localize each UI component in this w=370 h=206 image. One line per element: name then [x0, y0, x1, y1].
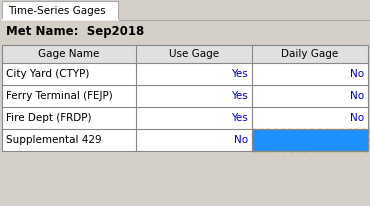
Text: Yes: Yes [231, 69, 248, 79]
Text: Fire Dept (FRDP): Fire Dept (FRDP) [6, 113, 91, 123]
Text: Use Gage: Use Gage [169, 49, 219, 59]
FancyBboxPatch shape [252, 129, 368, 151]
Text: Gage Name: Gage Name [38, 49, 100, 59]
FancyBboxPatch shape [2, 107, 368, 129]
Text: No: No [234, 135, 248, 145]
Text: Supplemental 429: Supplemental 429 [6, 135, 102, 145]
Text: Yes: Yes [231, 91, 248, 101]
Text: No: No [350, 113, 364, 123]
FancyBboxPatch shape [2, 129, 368, 151]
FancyBboxPatch shape [2, 63, 368, 85]
FancyBboxPatch shape [2, 1, 118, 20]
Text: Time-Series Gages: Time-Series Gages [8, 6, 105, 15]
FancyBboxPatch shape [2, 85, 368, 107]
Text: City Yard (CTYP): City Yard (CTYP) [6, 69, 90, 79]
Text: No: No [350, 91, 364, 101]
Text: No: No [350, 69, 364, 79]
Text: Ferry Terminal (FEJP): Ferry Terminal (FEJP) [6, 91, 113, 101]
Text: Met Name:  Sep2018: Met Name: Sep2018 [6, 26, 144, 39]
Text: Yes: Yes [231, 113, 248, 123]
Text: Daily Gage: Daily Gage [281, 49, 339, 59]
FancyBboxPatch shape [2, 45, 368, 63]
